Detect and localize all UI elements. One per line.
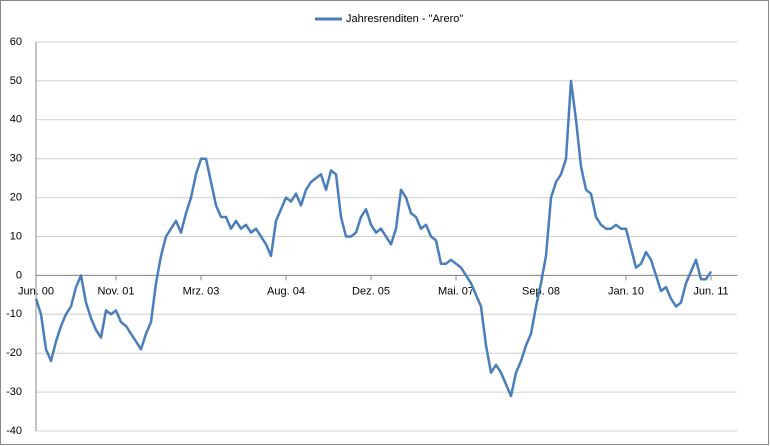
legend: Jahresrenditen - "Arero" bbox=[315, 13, 463, 25]
x-tick-label: Sep. 08 bbox=[522, 285, 560, 297]
y-tick-label: 50 bbox=[10, 75, 22, 87]
x-tick-label: Jun. 00 bbox=[18, 285, 54, 297]
y-tick-label: 30 bbox=[10, 153, 22, 165]
x-tick-label: Jun. 11 bbox=[693, 285, 728, 297]
x-tick-label: Nov. 01 bbox=[97, 285, 134, 297]
y-tick-label: 20 bbox=[10, 192, 22, 204]
legend-label: Jahresrenditen - "Arero" bbox=[346, 13, 463, 25]
y-tick-label: -20 bbox=[6, 347, 22, 359]
x-tick-label: Jan. 10 bbox=[608, 285, 644, 297]
x-tick-label: Mai. 07 bbox=[438, 285, 474, 297]
x-tick-label: Aug. 04 bbox=[267, 285, 305, 297]
y-tick-label: -40 bbox=[6, 425, 22, 437]
y-tick-label: 60 bbox=[10, 36, 22, 48]
y-tick-label: -10 bbox=[6, 308, 22, 320]
x-tick-label: Dez. 05 bbox=[352, 285, 390, 297]
data-line bbox=[34, 79, 713, 398]
y-tick-label: 10 bbox=[10, 230, 22, 242]
y-tick-label: 40 bbox=[10, 114, 22, 126]
y-tick-label: 0 bbox=[16, 269, 22, 281]
x-tick-label: Mrz. 03 bbox=[183, 285, 220, 297]
y-tick-label: -30 bbox=[6, 386, 22, 398]
